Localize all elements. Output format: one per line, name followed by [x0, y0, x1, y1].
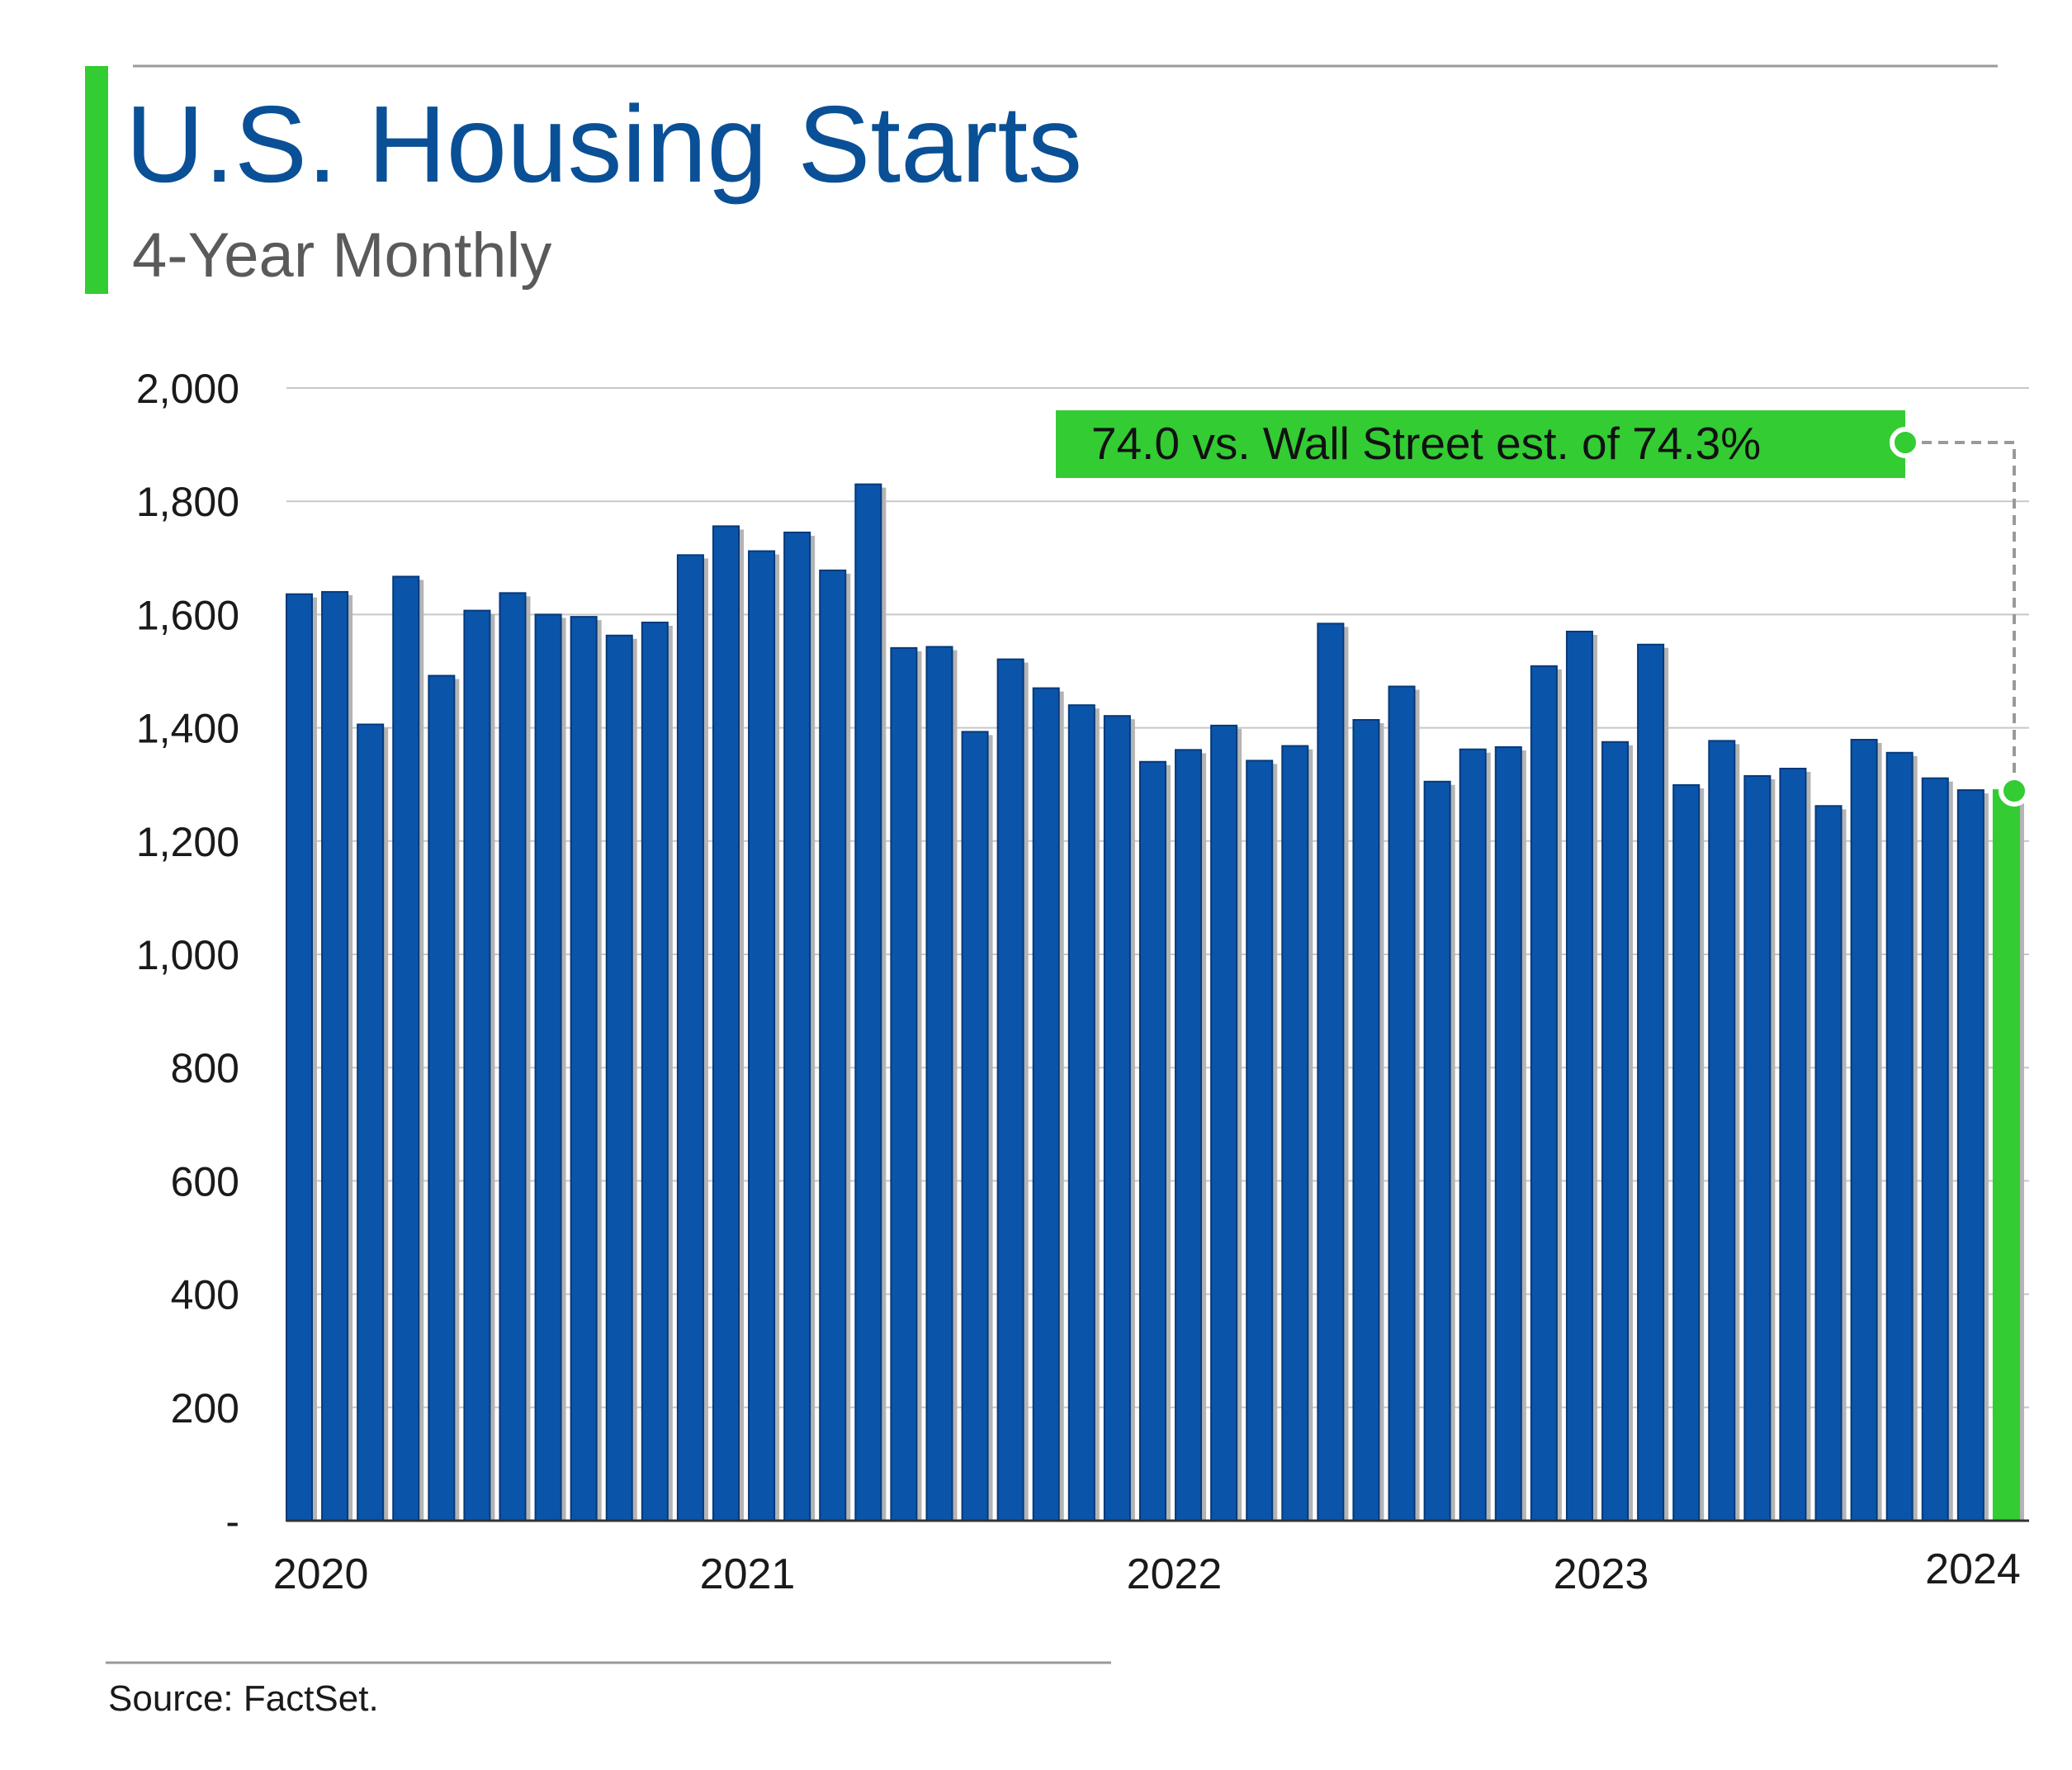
y-tick-label: 200	[171, 1385, 239, 1432]
bar	[1672, 783, 1701, 1522]
bar	[1494, 745, 1522, 1522]
bar	[392, 575, 420, 1522]
bar	[1850, 739, 1878, 1522]
bar	[286, 593, 314, 1522]
annotation-end-dot	[1999, 775, 2030, 807]
bar	[534, 613, 562, 1522]
bar	[1459, 748, 1487, 1522]
bar	[854, 483, 882, 1522]
x-tick-label: 2023	[1554, 1550, 1649, 1598]
bar	[428, 674, 456, 1522]
annotation-start-dot	[1890, 427, 1921, 458]
bar	[1814, 805, 1843, 1522]
x-axis-labels: 2020 2021 2022 2023 2024	[273, 1545, 2021, 1598]
bar	[961, 731, 989, 1522]
bar	[1210, 724, 1238, 1522]
annotation: 74.0 vs. Wall Street est. of 74.3%	[1056, 410, 2030, 807]
bar	[641, 622, 669, 1522]
chart-subtitle: 4-Year Monthly	[132, 220, 551, 291]
title-accent-bar	[85, 66, 108, 294]
bar	[1885, 751, 1914, 1522]
bar	[819, 569, 847, 1522]
bar	[1423, 780, 1451, 1522]
x-tick-label: 2024	[1925, 1545, 2021, 1593]
bar	[605, 634, 633, 1522]
bar	[1246, 760, 1274, 1522]
bar	[1352, 718, 1380, 1522]
bar-highlight	[1992, 789, 2020, 1522]
bar	[996, 658, 1024, 1522]
y-tick-label: 800	[171, 1045, 239, 1091]
bar	[463, 609, 491, 1522]
bar	[1708, 740, 1736, 1522]
bar	[1388, 685, 1416, 1522]
y-tick-label: 1,400	[136, 706, 239, 752]
y-tick-label: 400	[171, 1272, 239, 1318]
y-tick-label: 1,800	[136, 479, 239, 525]
bar	[1637, 643, 1665, 1522]
bars	[286, 483, 2029, 1522]
x-tick-label: 2020	[273, 1550, 369, 1598]
chart-title: U.S. Housing Starts	[125, 83, 1082, 205]
x-tick-label: 2022	[1127, 1550, 1223, 1598]
bar	[1743, 774, 1772, 1522]
bar	[1175, 749, 1203, 1522]
bar	[499, 592, 527, 1522]
y-tick-label: 1,000	[136, 932, 239, 978]
bar	[321, 590, 349, 1522]
x-tick-label: 2021	[700, 1550, 796, 1598]
y-tick-label: 600	[171, 1158, 239, 1204]
bar	[676, 554, 704, 1522]
y-tick-label: -	[225, 1498, 239, 1545]
bar	[1565, 630, 1593, 1522]
y-tick-label: 2,000	[136, 366, 239, 412]
source-note: Source: FactSet.	[108, 1678, 379, 1719]
annotation-connector-line	[1905, 441, 2016, 791]
bar	[1317, 622, 1345, 1522]
annotation-callout-text: 74.0 vs. Wall Street est. of 74.3%	[1091, 418, 1761, 469]
bar	[1067, 704, 1095, 1522]
bar	[748, 550, 776, 1522]
y-tick-label: 1,200	[136, 819, 239, 865]
bar	[1530, 665, 1558, 1522]
bar	[1103, 715, 1131, 1522]
y-axis-labels: - 200 400 600 800 1,000 1,200 1,400 1,600 1,800 2,…	[136, 366, 239, 1545]
bar	[925, 646, 953, 1522]
bar	[1138, 760, 1166, 1522]
bar	[357, 723, 385, 1522]
bar	[890, 646, 918, 1522]
bar	[570, 616, 598, 1522]
bar	[712, 525, 740, 1522]
bar	[1956, 789, 1984, 1522]
annotation-callout-box	[1056, 410, 1905, 478]
bar	[1032, 687, 1060, 1522]
y-tick-label: 1,600	[136, 592, 239, 638]
bar	[1921, 777, 1949, 1522]
bar	[1779, 767, 1807, 1522]
bar	[1281, 745, 1309, 1522]
bar	[783, 531, 811, 1522]
bar	[1601, 741, 1630, 1522]
